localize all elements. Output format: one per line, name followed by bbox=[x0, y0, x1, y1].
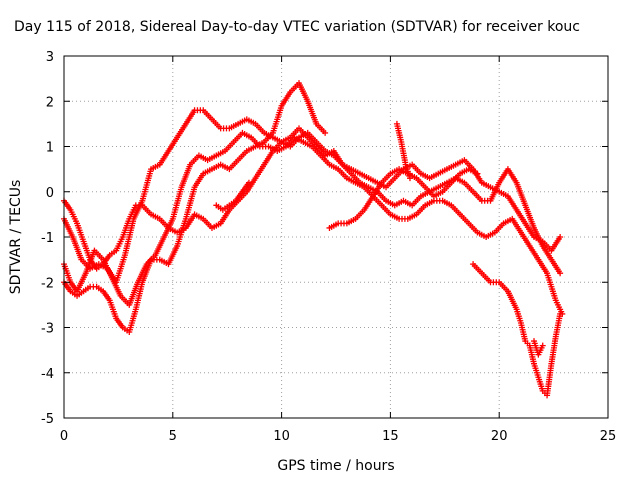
data-point bbox=[539, 342, 546, 349]
y-axis-title: SDTVAR / TECUs bbox=[8, 180, 24, 295]
data-point bbox=[406, 175, 413, 182]
y-tick-label: 1 bbox=[46, 141, 54, 156]
data-point bbox=[474, 170, 481, 177]
x-tick-label: 25 bbox=[600, 429, 617, 444]
axis-ticks: 0 5 10 15 20 25 -5 -4 -3 -2 -1 0 1 2 3 bbox=[41, 50, 616, 444]
data-point bbox=[557, 310, 564, 317]
data-point bbox=[557, 234, 564, 240]
grid bbox=[64, 56, 608, 418]
y-tick-label: -5 bbox=[41, 412, 54, 427]
data-point bbox=[557, 270, 564, 277]
x-tick-label: 5 bbox=[169, 429, 177, 444]
x-tick-label: 15 bbox=[382, 429, 399, 444]
y-tick-label: 2 bbox=[46, 95, 54, 110]
y-tick-label: -1 bbox=[41, 231, 54, 246]
y-tick-label: -2 bbox=[41, 276, 54, 291]
x-tick-label: 0 bbox=[60, 429, 68, 444]
x-axis-title: GPS time / hours bbox=[277, 458, 394, 474]
x-tick-label: 20 bbox=[491, 429, 508, 444]
y-tick-label: -4 bbox=[41, 367, 54, 382]
data-point bbox=[322, 129, 329, 136]
y-tick-label: -3 bbox=[41, 322, 54, 337]
y-tick-label: 0 bbox=[46, 186, 54, 201]
chart-title: Day 115 of 2018, Sidereal Day-to-day VTE… bbox=[14, 19, 580, 35]
y-tick-label: 3 bbox=[46, 50, 54, 65]
data-points bbox=[61, 80, 566, 399]
data-point bbox=[245, 179, 252, 186]
x-tick-label: 10 bbox=[273, 429, 290, 444]
